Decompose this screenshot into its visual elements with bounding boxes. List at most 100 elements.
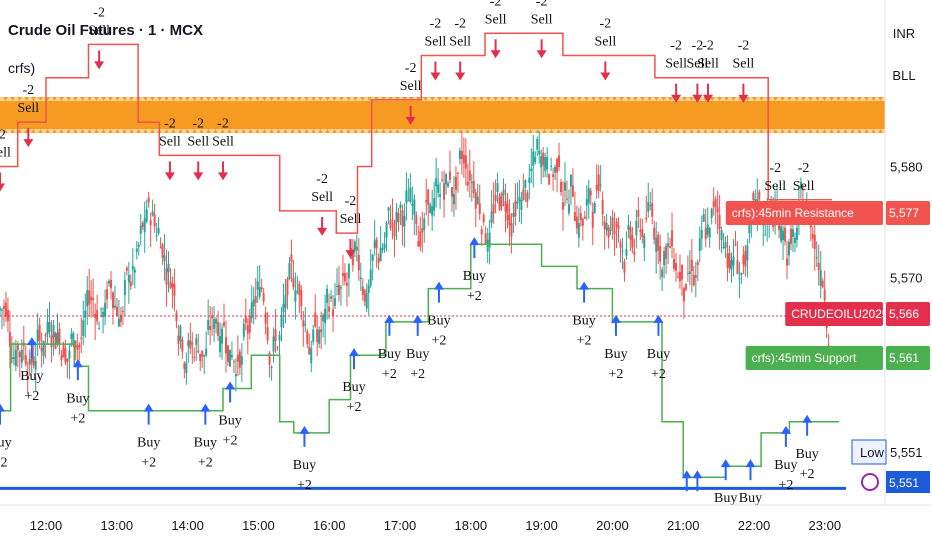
candle-body xyxy=(113,305,116,308)
candle-body xyxy=(445,174,448,185)
band-notch xyxy=(565,95,573,101)
price-axis-bg xyxy=(885,0,932,505)
candle-body xyxy=(514,200,517,217)
candle-body xyxy=(280,314,283,328)
candle-body xyxy=(221,328,224,344)
candle-body xyxy=(199,353,202,362)
candle-body xyxy=(627,225,630,231)
candle-body xyxy=(98,328,101,330)
candle-body xyxy=(546,156,549,170)
band-notch xyxy=(761,95,769,101)
candle-body xyxy=(643,235,646,249)
band-notch xyxy=(873,129,881,135)
band-notch xyxy=(754,129,762,135)
candle-body xyxy=(117,318,120,327)
band-notch xyxy=(425,95,433,101)
buy-arrow-head xyxy=(780,425,791,434)
band-notch xyxy=(180,95,188,101)
candle-body xyxy=(577,223,580,238)
candle-body xyxy=(86,290,89,307)
bottom-value: 5,551 xyxy=(889,476,919,490)
candle-body xyxy=(131,265,134,270)
candle-body xyxy=(270,366,273,368)
candle-body xyxy=(393,222,396,237)
sell-signal-qty: -2 xyxy=(93,5,105,20)
candle-body xyxy=(441,179,444,181)
band-notch xyxy=(159,95,167,101)
buy-signal-label: Buy xyxy=(293,458,316,473)
candle-body xyxy=(786,258,789,266)
candle-body xyxy=(532,151,535,166)
buy-arrow-head xyxy=(720,459,731,468)
buy-signal-label: Buy xyxy=(774,458,797,473)
band-notch xyxy=(579,129,587,135)
candle-body xyxy=(629,227,632,240)
candle-body xyxy=(784,227,787,242)
band-notch xyxy=(0,95,6,101)
candle-body xyxy=(550,165,553,167)
band-notch xyxy=(845,129,853,135)
band-notch xyxy=(600,129,608,135)
indicator-label[interactable]: crfs) xyxy=(8,60,36,76)
candle-body xyxy=(609,229,612,231)
candle-body xyxy=(44,334,47,337)
candle-body xyxy=(226,345,229,362)
buy-signal-qty: +2 xyxy=(0,456,7,471)
band-notch xyxy=(712,95,720,101)
candle-body xyxy=(203,354,206,357)
band-notch xyxy=(712,129,720,135)
candle-body xyxy=(385,222,388,238)
band-notch xyxy=(47,95,55,101)
time-tick: 22:00 xyxy=(738,518,771,533)
band-notch xyxy=(313,95,321,101)
candle-body xyxy=(823,289,826,301)
band-notch xyxy=(593,95,601,101)
candle-body xyxy=(240,356,243,365)
candle-body xyxy=(415,214,418,225)
candle-body xyxy=(528,177,531,183)
candle-body xyxy=(433,198,436,211)
sell-signal-label: Sell xyxy=(793,179,815,194)
candle-body xyxy=(571,185,574,197)
candle-body xyxy=(817,262,820,271)
buy-signal-label: Buy xyxy=(647,347,670,362)
low-label-bg xyxy=(851,439,887,465)
buy-arrow-head xyxy=(469,237,480,246)
sell-arrow-head xyxy=(671,94,682,103)
candle-body xyxy=(482,215,485,223)
buy-signal-label: Buy xyxy=(342,380,365,395)
band-notch xyxy=(404,129,412,135)
candle-body xyxy=(18,351,21,357)
unit-button[interactable]: BLL xyxy=(892,67,916,83)
candle-body xyxy=(575,216,578,229)
candle-body xyxy=(290,254,293,262)
candle-body xyxy=(462,154,465,164)
candle-body xyxy=(256,281,259,290)
band-notch xyxy=(54,129,62,135)
band-notch xyxy=(173,129,181,135)
band-notch xyxy=(5,129,13,135)
buy-signal-qty: +2 xyxy=(70,411,85,426)
band-notch xyxy=(96,95,104,101)
currency-button[interactable]: INR xyxy=(892,25,916,41)
candle-body xyxy=(355,246,358,251)
buy-signal-label: Buy xyxy=(378,347,401,362)
candle-body xyxy=(676,276,679,278)
band-notch xyxy=(859,95,867,101)
candle-body xyxy=(496,183,499,192)
candle-body xyxy=(139,225,142,234)
candle-body xyxy=(573,211,576,222)
band-notch xyxy=(215,95,223,101)
time-axis-bg xyxy=(0,505,932,550)
buy-arrow-head xyxy=(802,414,813,423)
candle-body xyxy=(147,197,150,203)
candle-body xyxy=(242,323,245,337)
band-notch xyxy=(677,95,685,101)
candle-body xyxy=(401,210,404,227)
band-notch xyxy=(292,95,300,101)
candle-body xyxy=(288,262,291,280)
candle-body xyxy=(476,196,479,204)
time-tick: 18:00 xyxy=(455,518,488,533)
resistance-line xyxy=(0,32,832,234)
